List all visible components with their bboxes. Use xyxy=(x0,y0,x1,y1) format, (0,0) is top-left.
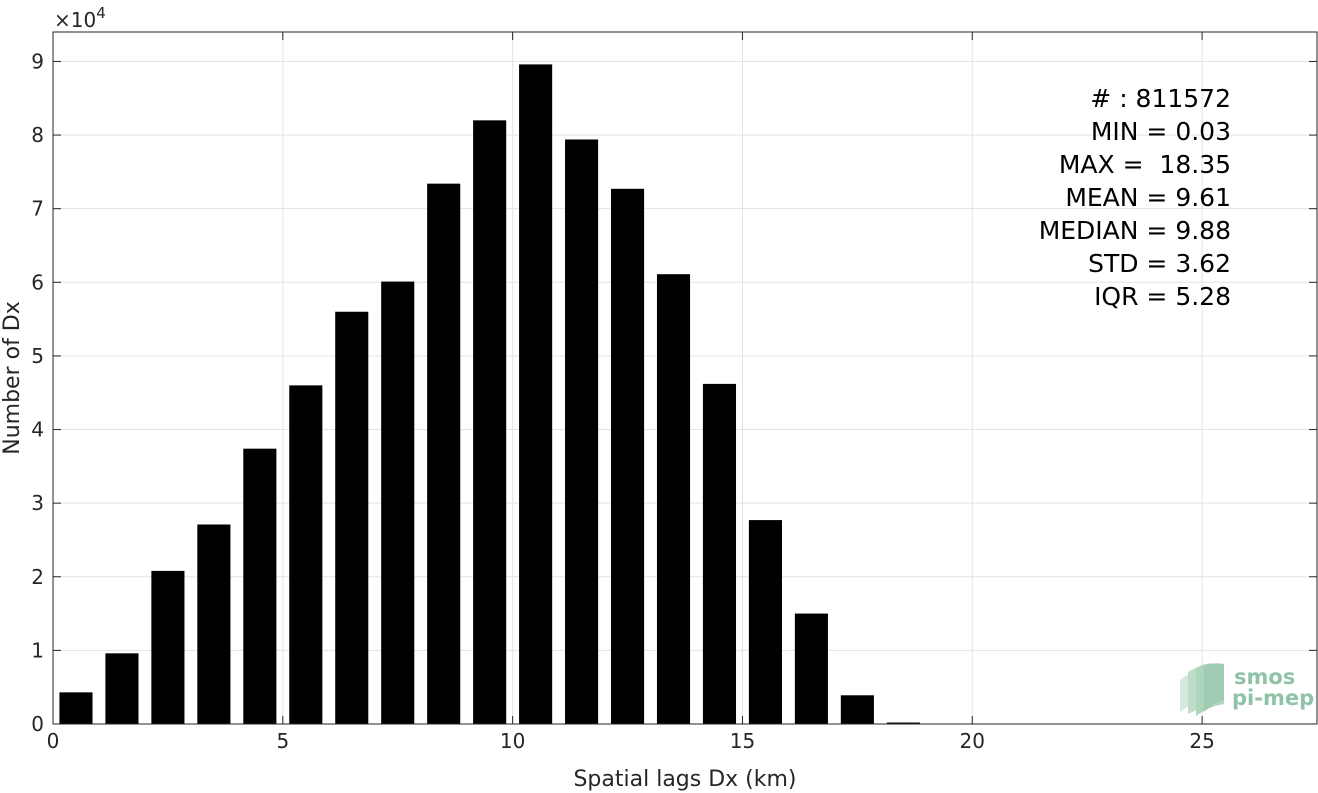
bar xyxy=(59,692,93,724)
x-tick-label: 25 xyxy=(1189,729,1214,753)
x-axis-label: Spatial lags Dx (km) xyxy=(573,767,796,792)
bar xyxy=(427,183,461,724)
y-tick-label: 0 xyxy=(31,712,44,736)
y-tick-label: 5 xyxy=(31,344,44,368)
y-tick-label: 6 xyxy=(31,270,44,294)
bar xyxy=(702,383,737,724)
bar xyxy=(105,653,139,724)
bar xyxy=(840,695,874,724)
y-tick-label: 2 xyxy=(31,565,44,589)
x-tick-label: 15 xyxy=(730,729,755,753)
x-tick-label: 5 xyxy=(276,729,289,753)
stat-count: # : 811572 xyxy=(1090,84,1231,113)
wave-logo-icon xyxy=(1180,663,1224,716)
y-axis-ticks: 0 1 2 3 4 5 6 7 8 9 xyxy=(31,49,1317,736)
stats-box: # : 811572 MIN = 0.03 MAX = 18.35 MEAN =… xyxy=(1039,84,1231,311)
bar xyxy=(610,188,645,724)
bar xyxy=(335,311,369,724)
x-axis-ticks: 0 5 10 15 20 25 xyxy=(47,32,1215,753)
bar xyxy=(519,64,553,725)
x-tick-label: 10 xyxy=(500,729,525,753)
stat-min: MIN = 0.03 xyxy=(1091,117,1231,146)
smos-pi-mep-logo: smos pi-mep xyxy=(1180,663,1314,716)
bar xyxy=(565,139,599,725)
bar xyxy=(748,520,782,724)
logo-line-pimep: pi-mep xyxy=(1232,686,1314,710)
y-exponent-label: ×104 xyxy=(54,4,106,32)
y-axis-label: Number of Dx xyxy=(0,301,25,455)
bar xyxy=(151,570,185,724)
bar xyxy=(381,281,415,724)
bar xyxy=(243,448,277,724)
logo-line-smos: smos xyxy=(1234,665,1295,689)
x-tick-label: 0 xyxy=(47,729,60,753)
y-exponent-power: 4 xyxy=(96,4,106,22)
bar xyxy=(197,524,231,724)
y-tick-label: 3 xyxy=(31,491,44,515)
stat-std: STD = 3.62 xyxy=(1088,249,1231,278)
y-tick-label: 8 xyxy=(31,123,44,147)
bars xyxy=(59,64,920,725)
y-tick-label: 4 xyxy=(31,418,44,442)
plot-frame xyxy=(52,31,1318,725)
x-tick-label: 20 xyxy=(960,729,985,753)
bar xyxy=(473,120,507,724)
stat-mean: MEAN = 9.61 xyxy=(1065,183,1231,212)
y-tick-label: 1 xyxy=(31,638,44,662)
bar xyxy=(886,722,920,724)
stat-max: MAX = 18.35 xyxy=(1059,150,1231,179)
y-tick-label: 9 xyxy=(31,49,44,73)
bar xyxy=(794,613,828,724)
y-tick-label: 7 xyxy=(31,197,44,221)
stat-median: MEDIAN = 9.88 xyxy=(1039,216,1231,245)
bar xyxy=(289,385,323,724)
bar xyxy=(656,274,691,724)
stat-iqr: IQR = 5.28 xyxy=(1094,282,1231,311)
